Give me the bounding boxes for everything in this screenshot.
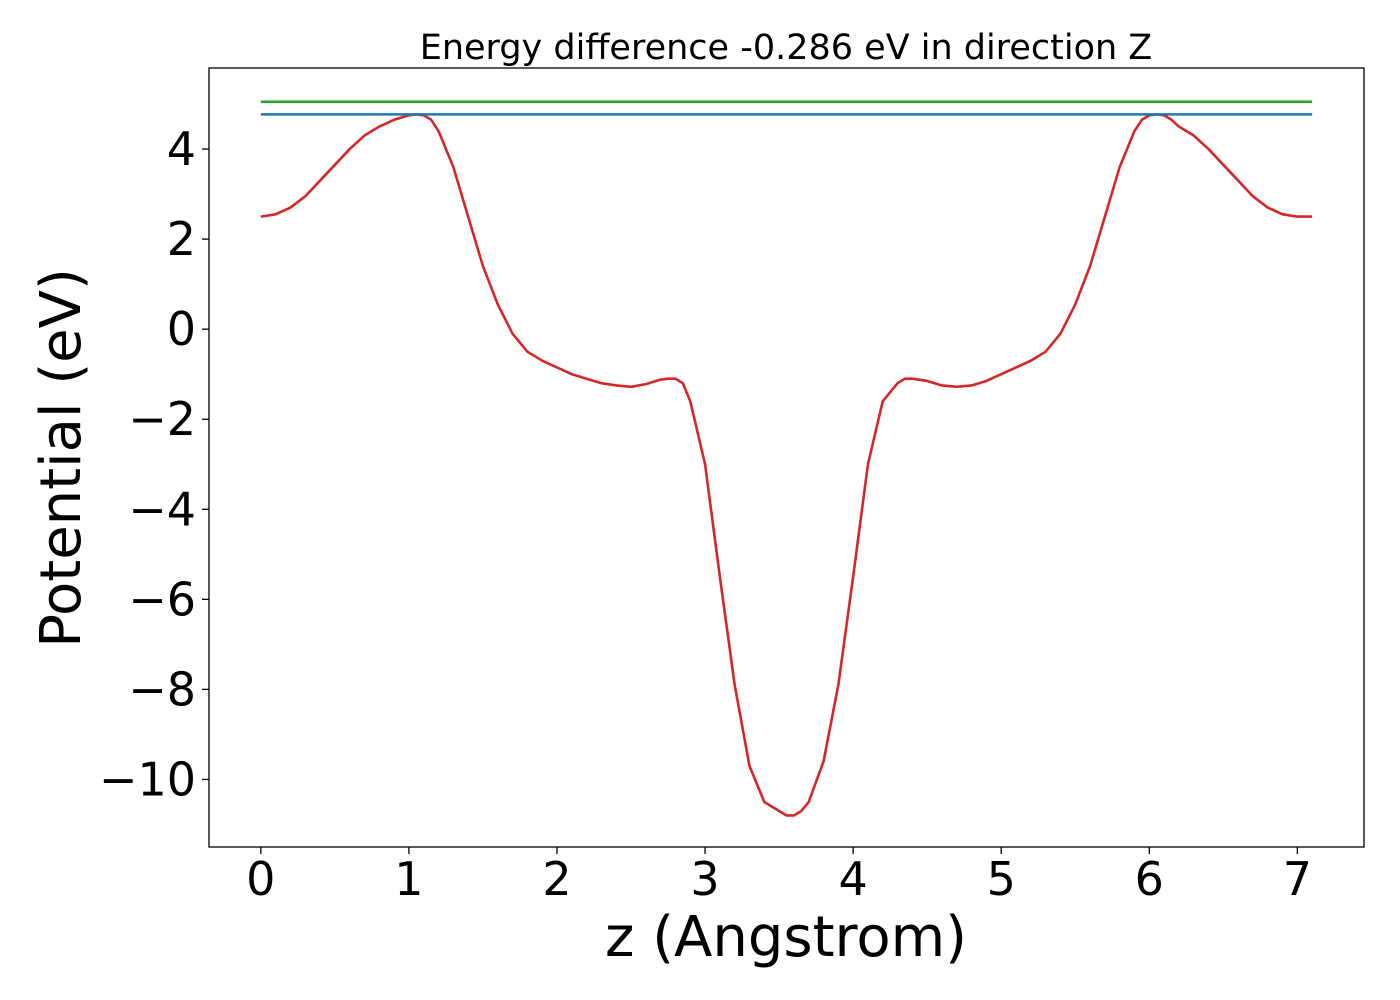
x-tick-label: 5 <box>987 852 1016 906</box>
x-tick-label: 1 <box>394 852 423 906</box>
plot-area <box>208 67 1365 848</box>
y-tick-label: 2 <box>167 212 196 266</box>
y-tick-label: −4 <box>128 482 196 536</box>
x-axis-label: z (Angstrom) <box>605 905 967 970</box>
x-tick-label: 7 <box>1283 852 1312 906</box>
chart-title: Energy difference -0.286 eV in direction… <box>420 28 1153 68</box>
x-tick-label: 0 <box>246 852 275 906</box>
series-line-0 <box>260 113 1313 817</box>
y-axis-label: Potential (eV) <box>29 268 94 648</box>
y-tick-label: 4 <box>167 122 196 176</box>
x-tick-label: 2 <box>542 852 571 906</box>
x-tick-label: 6 <box>1135 852 1164 906</box>
y-tick-label: −8 <box>128 662 196 716</box>
x-axis: 0 1 2 3 4 5 6 7 <box>246 847 1312 906</box>
series-layer <box>260 100 1313 817</box>
plot-frame <box>208 67 1365 848</box>
y-tick-label: −6 <box>128 572 196 626</box>
y-tick-label: −10 <box>99 752 196 806</box>
y-axis: 4 2 0 −2 −4 −6 −8 −10 <box>99 122 209 806</box>
x-tick-label: 4 <box>838 852 867 906</box>
y-tick-label: −2 <box>128 392 196 446</box>
x-tick-label: 3 <box>690 852 719 906</box>
y-tick-label: 0 <box>167 302 196 356</box>
